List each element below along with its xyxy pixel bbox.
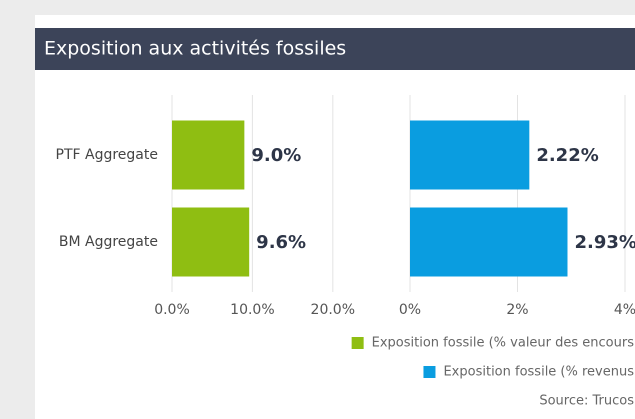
bar: [410, 207, 568, 277]
header: [35, 28, 635, 70]
bar: [410, 120, 530, 190]
legend-swatch: [423, 366, 436, 378]
legend-label: Exposition fossile (% revenus: [443, 365, 634, 380]
value-label: 9.6%: [256, 232, 306, 253]
x-tick-label: 20.0%: [311, 302, 355, 318]
category-label: PTF Aggregate: [56, 147, 158, 163]
value-label: 2.93%: [574, 232, 635, 253]
category-label: BM Aggregate: [59, 234, 158, 250]
x-tick-label: 0.0%: [154, 302, 190, 318]
x-tick-label: 4%: [614, 302, 635, 318]
legend-label: Exposition fossile (% valeur des encours: [372, 336, 635, 351]
source: Source: Trucos: [539, 394, 634, 409]
legend-swatch: [351, 337, 364, 349]
bar: [172, 120, 245, 190]
value-label: 9.0%: [251, 145, 301, 166]
title: Exposition aux activités fossiles: [44, 38, 346, 60]
x-tick-label: 0%: [399, 302, 421, 318]
x-tick-label: 2%: [506, 302, 528, 318]
x-tick-label: 10.0%: [230, 302, 274, 318]
bar: [172, 207, 250, 277]
value-label: 2.22%: [536, 145, 598, 166]
